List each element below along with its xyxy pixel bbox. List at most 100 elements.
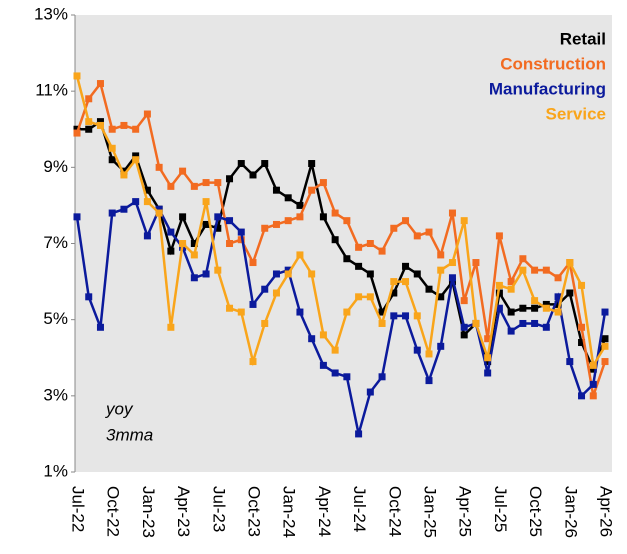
point <box>226 304 234 312</box>
point <box>132 198 140 206</box>
x-tick-label: Oct-22 <box>104 486 123 537</box>
point <box>261 319 269 327</box>
point <box>355 430 363 438</box>
point <box>96 80 104 88</box>
point <box>272 220 280 228</box>
point <box>578 323 586 331</box>
point <box>132 156 140 164</box>
point <box>308 160 316 168</box>
y-tick-label: 11% <box>35 81 68 100</box>
point <box>437 293 445 301</box>
point <box>261 224 269 232</box>
point <box>167 182 175 190</box>
point <box>390 312 398 320</box>
point <box>402 312 410 320</box>
point <box>402 217 410 225</box>
point <box>542 300 550 308</box>
point <box>507 285 515 293</box>
point <box>214 224 222 232</box>
series-line <box>75 75 607 369</box>
point <box>343 217 351 225</box>
point <box>425 285 433 293</box>
point <box>284 270 292 278</box>
point <box>249 259 257 267</box>
point <box>143 110 151 118</box>
point <box>601 342 609 350</box>
point <box>179 240 187 247</box>
series-line <box>75 80 607 397</box>
x-tick-label: Jan-26 <box>561 486 580 538</box>
point <box>366 293 374 301</box>
x-tick-label: Apr-26 <box>597 486 616 537</box>
point <box>343 373 351 381</box>
x-tick-label: Jul-23 <box>209 486 228 532</box>
point <box>366 388 374 396</box>
point <box>448 274 456 282</box>
point <box>531 304 539 312</box>
point <box>355 293 363 301</box>
point <box>460 331 468 339</box>
point <box>460 323 468 331</box>
point <box>249 300 257 308</box>
point <box>73 213 81 221</box>
annotation: yoy <box>105 399 134 418</box>
point <box>179 213 187 221</box>
point <box>378 247 386 255</box>
point <box>437 266 445 274</box>
x-tick-label: Jul-22 <box>69 486 88 532</box>
point <box>343 255 351 263</box>
y-tick-label: 5% <box>43 309 68 328</box>
point <box>390 278 398 286</box>
point <box>531 266 539 274</box>
point <box>202 198 210 206</box>
point <box>495 281 503 289</box>
point <box>554 308 562 316</box>
point <box>425 350 433 358</box>
point <box>601 308 609 316</box>
y-tick-label: 3% <box>43 385 68 404</box>
point <box>484 369 492 377</box>
point <box>554 293 562 301</box>
point <box>108 125 116 133</box>
point <box>331 209 339 217</box>
point <box>437 342 445 350</box>
x-tick-label: Apr-24 <box>315 486 334 537</box>
point <box>226 217 234 225</box>
point <box>390 289 398 297</box>
point <box>96 118 104 126</box>
point <box>167 323 175 331</box>
point <box>378 319 386 327</box>
point <box>319 179 327 187</box>
x-tick-label: Oct-24 <box>385 486 404 537</box>
point <box>214 266 222 274</box>
point <box>472 319 480 327</box>
point <box>261 285 269 293</box>
point <box>589 365 597 373</box>
point <box>308 270 316 278</box>
point <box>96 323 104 331</box>
point <box>542 323 550 331</box>
point <box>132 152 140 160</box>
point <box>319 361 327 369</box>
point <box>73 72 81 80</box>
point <box>202 220 210 228</box>
point <box>249 171 257 179</box>
y-tick-label: 1% <box>43 461 68 480</box>
point <box>73 129 81 137</box>
y-tick-label: 7% <box>43 233 68 252</box>
point <box>519 319 527 327</box>
point <box>85 293 93 301</box>
point <box>190 274 198 282</box>
point <box>190 251 198 259</box>
point <box>155 205 163 213</box>
point <box>554 274 562 282</box>
x-tick-label: Oct-23 <box>245 486 264 537</box>
point <box>378 308 386 316</box>
point <box>308 186 316 194</box>
x-tick-label: Jan-23 <box>139 486 158 538</box>
legend-entry: Construction <box>500 54 606 73</box>
point <box>484 335 492 343</box>
point <box>132 125 140 133</box>
point <box>179 167 187 175</box>
